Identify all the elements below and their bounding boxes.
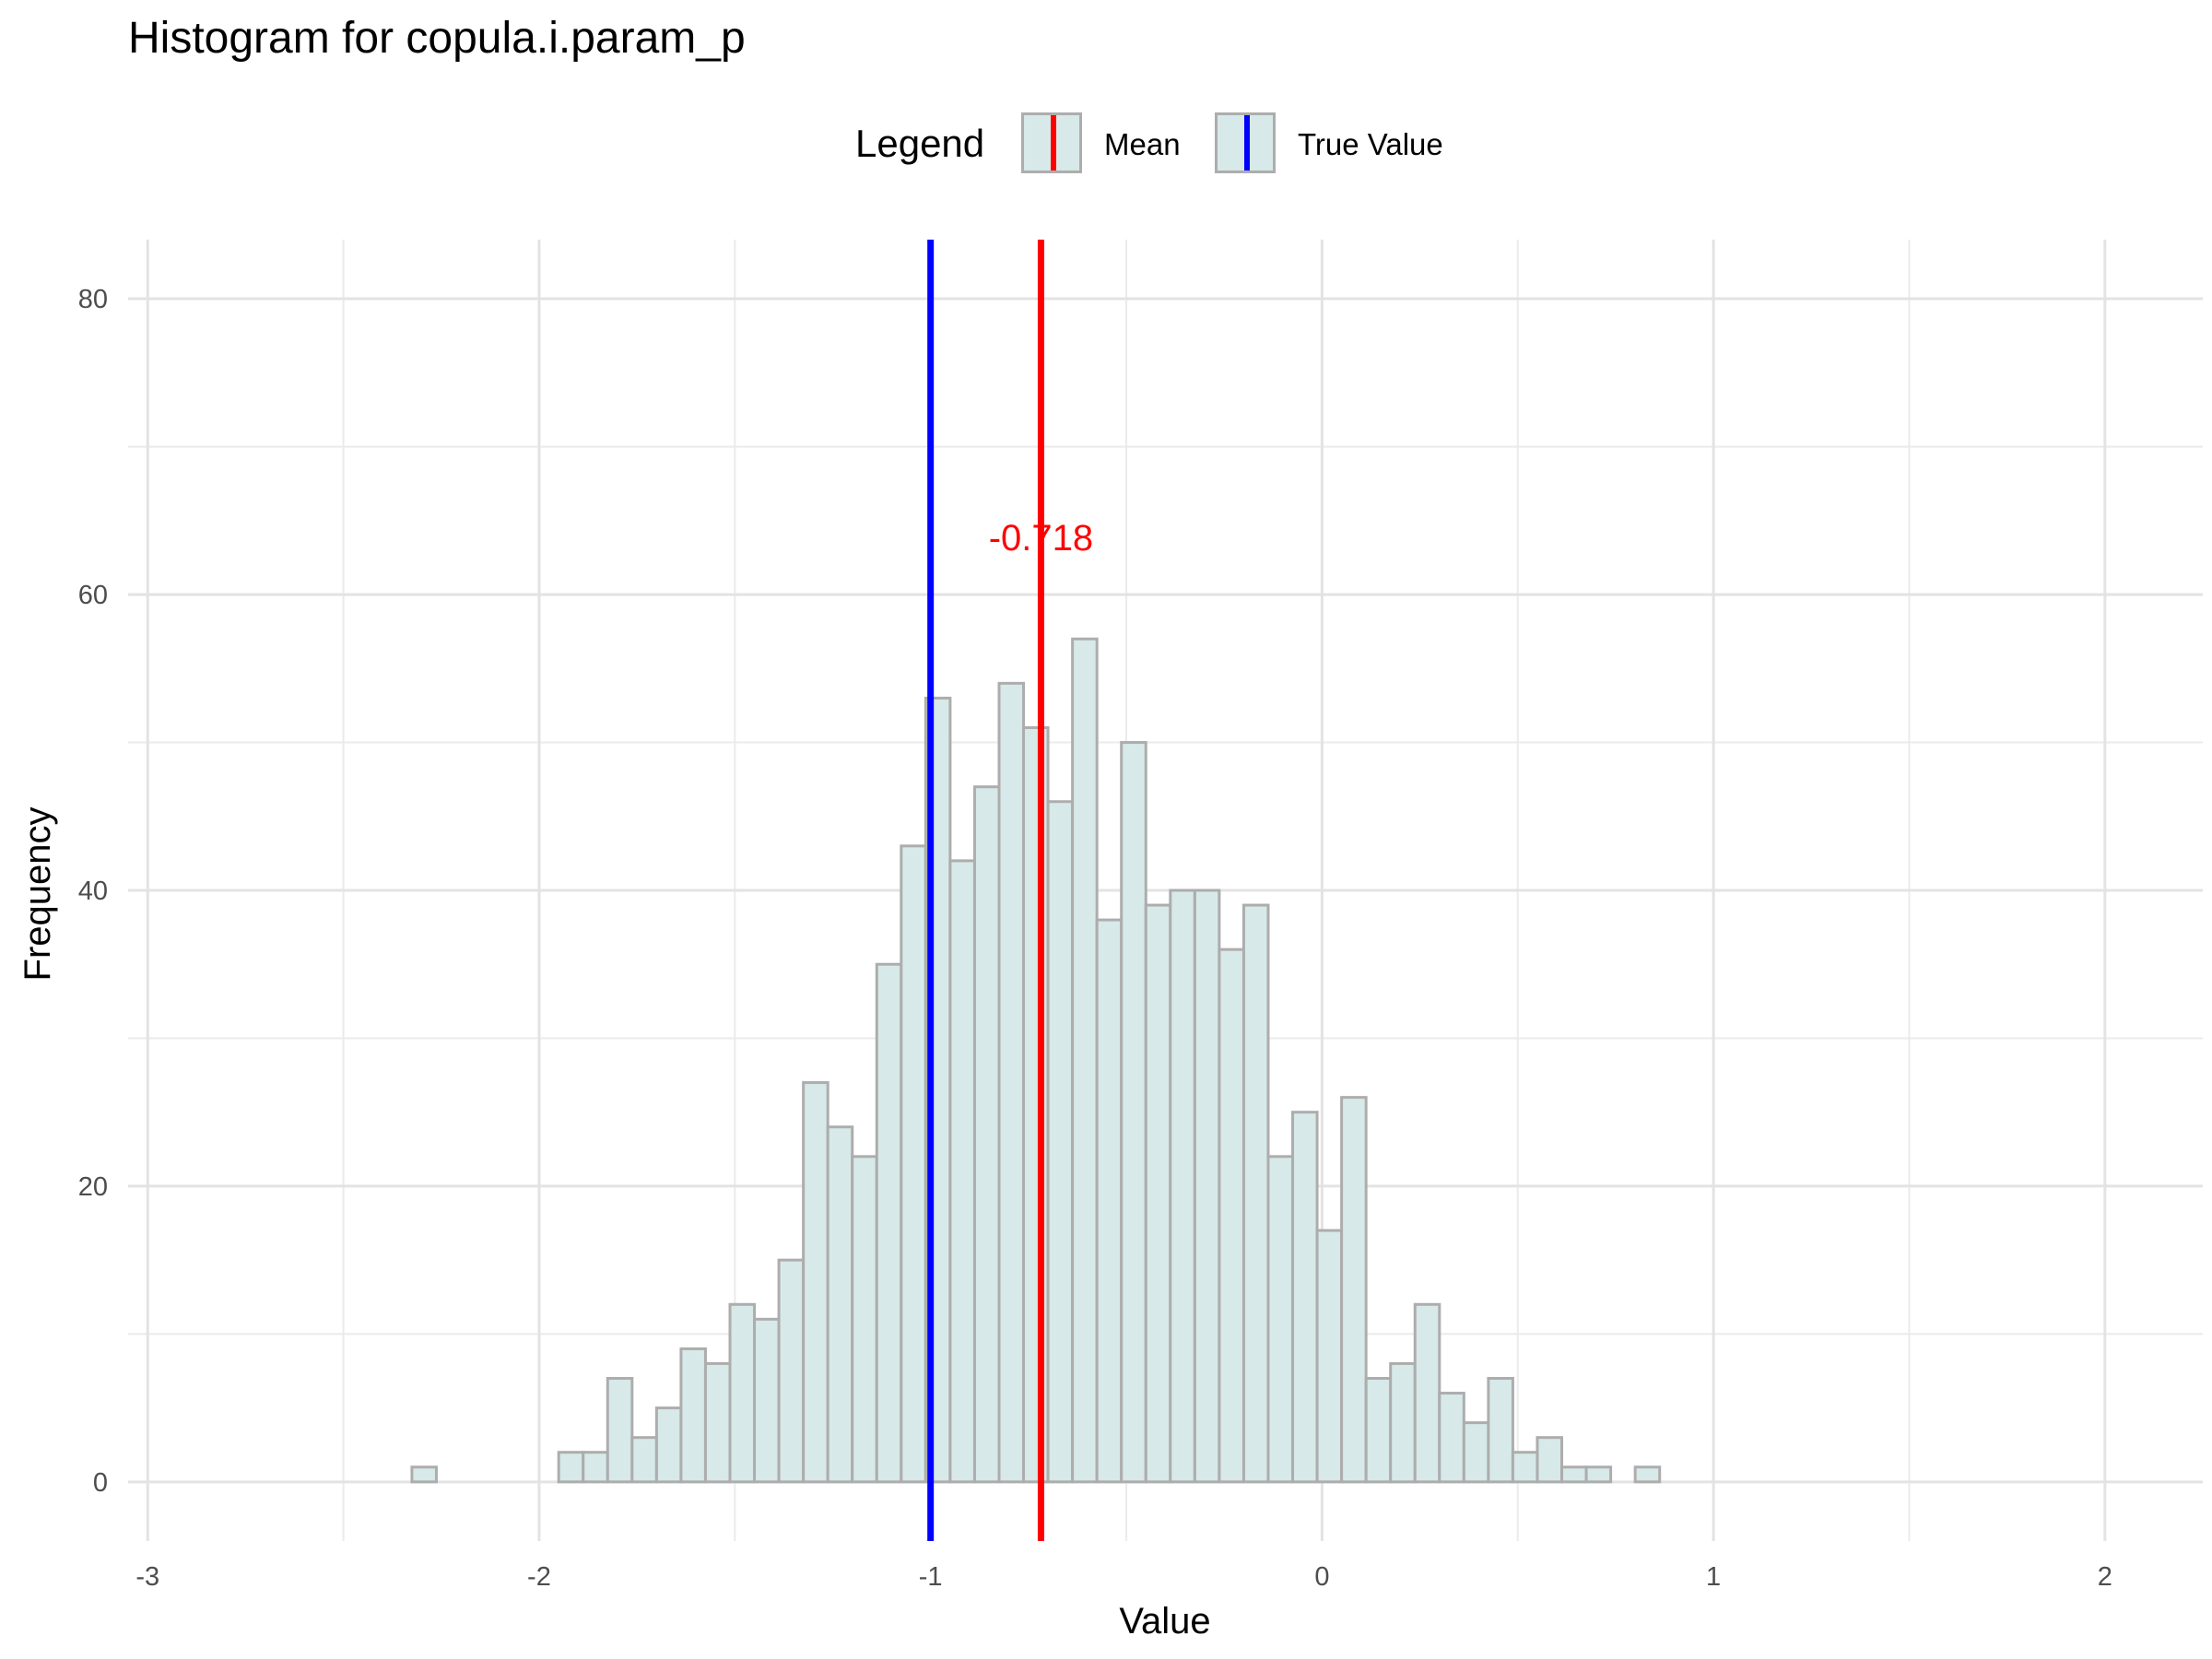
histogram-bar <box>1071 637 1099 1484</box>
x-tick-label: 1 <box>1706 1562 1721 1592</box>
x-tick-label: -2 <box>527 1562 551 1592</box>
histogram-bar <box>1291 1111 1319 1484</box>
y-axis-title: Frequency <box>18 807 58 982</box>
histogram-bar <box>777 1258 806 1484</box>
x-axis-title: Value <box>1119 1601 1210 1641</box>
histogram-bar <box>1340 1096 1368 1484</box>
y-axis-ticks: 0 20 40 60 80 <box>78 285 108 1498</box>
histogram-bar <box>1169 888 1196 1484</box>
histogram-bar <box>1511 1451 1539 1484</box>
histogram-bar <box>1241 903 1270 1484</box>
histogram-bar <box>630 1436 658 1484</box>
histogram-bar <box>1584 1465 1613 1484</box>
histogram-bar <box>972 785 1001 1484</box>
histogram-bar <box>728 1302 757 1484</box>
legend-label-mean: Mean <box>1104 127 1181 161</box>
histogram-bar <box>997 681 1026 1484</box>
histogram-bar <box>1095 918 1124 1484</box>
y-tick-label: 80 <box>78 285 108 314</box>
histogram-bar <box>753 1317 781 1484</box>
histogram-bar <box>1560 1465 1588 1484</box>
histogram-bar <box>1046 800 1075 1484</box>
histogram-bar <box>1144 903 1172 1484</box>
histogram-bar <box>582 1451 609 1484</box>
x-tick-label: 2 <box>2098 1562 2112 1592</box>
histogram-bar <box>802 1081 830 1484</box>
histogram-bar <box>703 1361 732 1484</box>
x-tick-label: 0 <box>1314 1562 1329 1592</box>
histogram-bar <box>1633 1465 1662 1484</box>
bars <box>410 637 1662 1484</box>
histogram-bar <box>654 1406 683 1484</box>
legend-key-mean <box>1021 112 1082 173</box>
histogram-bar <box>410 1465 438 1484</box>
histogram-bar <box>1364 1377 1393 1484</box>
legend-label-true-value: True Value <box>1298 127 1443 161</box>
y-tick-label: 40 <box>78 877 108 906</box>
histogram-bar <box>557 1451 585 1484</box>
histogram-bar <box>1535 1436 1564 1484</box>
histogram-bar <box>826 1125 854 1484</box>
histogram-bar <box>1389 1361 1417 1484</box>
histogram-bar <box>1462 1421 1490 1484</box>
histogram-bar <box>1193 888 1221 1484</box>
histogram-bar <box>1120 741 1147 1484</box>
legend-title: Legend <box>855 122 985 165</box>
histogram-bar <box>1487 1377 1514 1484</box>
legend: Legend Mean True Value <box>0 109 2212 182</box>
histogram-bar <box>948 859 976 1484</box>
x-tick-label: -1 <box>919 1562 943 1592</box>
reference-lines: -0.718 <box>927 240 1093 1541</box>
histogram-bar <box>875 962 903 1484</box>
histogram-bar <box>1315 1229 1344 1484</box>
x-axis-ticks: -3 -2 -1 0 1 2 <box>135 1562 2112 1592</box>
histogram-bar <box>1022 726 1050 1484</box>
legend-key-mean-line <box>1051 115 1056 171</box>
histogram-bar <box>851 1155 878 1484</box>
histogram-bar <box>1266 1155 1295 1484</box>
histogram-bar <box>679 1347 707 1484</box>
y-tick-label: 0 <box>93 1468 108 1498</box>
legend-key-true-value-line <box>1244 115 1250 171</box>
chart-title: Histogram for copula.i.param_p <box>128 14 746 63</box>
histogram-bar <box>606 1377 634 1484</box>
histogram-bar <box>1218 947 1245 1484</box>
y-tick-label: 60 <box>78 581 108 610</box>
histogram-bar <box>900 844 927 1484</box>
histogram-bar <box>1438 1392 1465 1484</box>
x-tick-label: -3 <box>135 1562 159 1592</box>
mean-value-label: -0.718 <box>989 518 1093 559</box>
histogram-bar <box>1413 1302 1441 1484</box>
legend-key-true-value <box>1215 112 1276 173</box>
y-tick-label: 20 <box>78 1172 108 1202</box>
